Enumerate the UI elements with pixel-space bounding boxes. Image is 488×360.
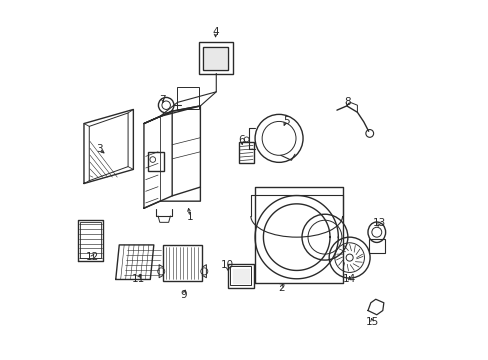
Text: 2: 2 (278, 283, 285, 293)
Text: 7: 7 (159, 95, 165, 104)
Bar (198, 42, 232, 74)
Text: 14: 14 (342, 274, 356, 284)
Text: 11: 11 (131, 274, 144, 284)
Text: 9: 9 (180, 290, 187, 300)
Bar (177, 86, 198, 109)
Text: 1: 1 (186, 212, 193, 222)
Text: 6: 6 (238, 135, 244, 145)
Bar (227, 264, 253, 288)
Text: 8: 8 (344, 98, 350, 107)
Text: 3: 3 (96, 144, 102, 154)
Bar (230, 266, 251, 285)
Bar (203, 47, 228, 70)
Text: 10: 10 (221, 260, 234, 270)
Bar (148, 152, 164, 171)
Bar (368, 239, 384, 253)
Bar (163, 245, 202, 280)
Text: 15: 15 (365, 317, 378, 327)
Text: 13: 13 (372, 218, 385, 228)
Bar (239, 142, 253, 163)
Text: 12: 12 (85, 252, 99, 262)
Text: 5: 5 (282, 116, 289, 126)
Text: 4: 4 (212, 27, 219, 37)
